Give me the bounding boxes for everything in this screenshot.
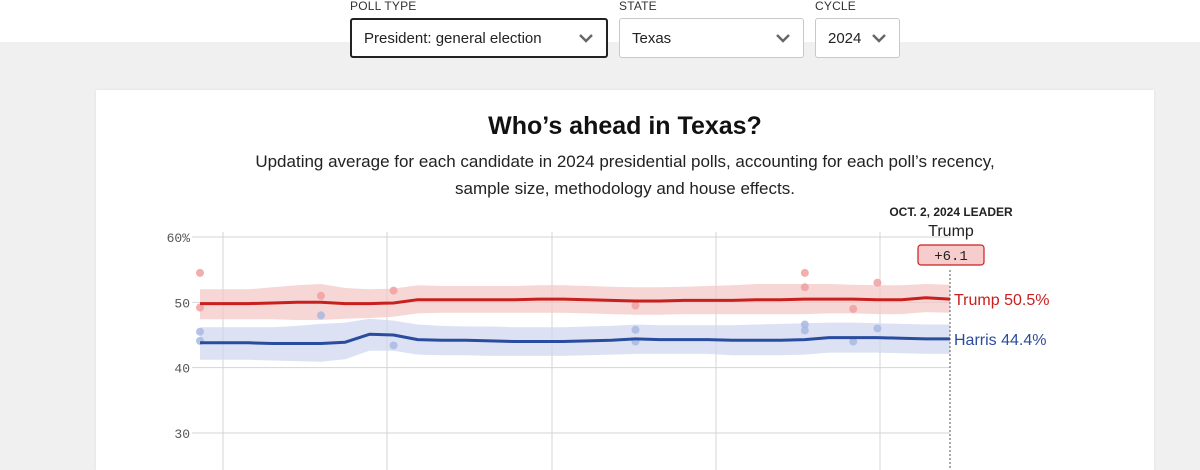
trump-poll-point bbox=[631, 301, 640, 310]
trump-poll-point bbox=[849, 304, 858, 313]
chart-subtitle: Updating average for each candidate in 2… bbox=[255, 152, 995, 198]
poll-type-value: President: general election bbox=[364, 29, 542, 47]
harris-poll-point bbox=[849, 337, 858, 346]
state-value: Texas bbox=[632, 29, 672, 47]
harris-poll-point bbox=[800, 320, 809, 329]
leader-date-label: OCT. 2, 2024 LEADER bbox=[889, 205, 1013, 219]
chevron-down-icon bbox=[579, 34, 593, 43]
harris-poll-point bbox=[196, 327, 204, 336]
y-tick-label: 50 bbox=[174, 296, 190, 311]
trump-poll-point bbox=[316, 291, 325, 300]
trump-poll-point bbox=[800, 268, 809, 277]
leader-name: Trump bbox=[928, 223, 974, 240]
trump-poll-point bbox=[389, 286, 398, 295]
poll-type-label: POLL TYPE bbox=[350, 0, 417, 13]
cycle-select[interactable]: 2024 bbox=[815, 18, 900, 58]
polling-average-card: Who’s ahead in Texas? Updating average f… bbox=[96, 90, 1154, 470]
y-tick-label: 30 bbox=[174, 427, 190, 442]
trump-poll-point bbox=[196, 268, 204, 277]
harris-poll-point bbox=[631, 325, 640, 334]
y-tick-label: 60% bbox=[167, 231, 191, 246]
chevron-down-icon bbox=[776, 34, 790, 43]
trump-uncertainty-band bbox=[200, 284, 950, 320]
leader-margin-badge bbox=[917, 244, 985, 266]
trump-poll-point bbox=[873, 278, 882, 287]
harris-end-label: Harris 44.4% bbox=[954, 332, 1046, 349]
trump-poll-point bbox=[196, 303, 204, 312]
harris-poll-point bbox=[873, 324, 882, 333]
leader-margin-value: +6.1 bbox=[934, 249, 968, 265]
cycle-value: 2024 bbox=[828, 29, 862, 47]
trump-end-label: Trump 50.5% bbox=[954, 292, 1049, 309]
trump-average-line bbox=[200, 296, 951, 306]
chevron-down-icon bbox=[872, 34, 886, 43]
y-tick-label: 40 bbox=[174, 362, 190, 377]
harris-poll-point bbox=[389, 341, 398, 350]
polling-average-chart: 60% 50 40 30 Trump 50.5% Harris 44.4% OCT. 2, … bbox=[167, 205, 1049, 470]
cycle-label: CYCLE bbox=[815, 0, 857, 13]
trump-poll-point bbox=[800, 283, 809, 292]
state-label: STATE bbox=[619, 0, 657, 13]
harris-average-line bbox=[200, 332, 950, 345]
harris-poll-point bbox=[316, 311, 325, 320]
harris-poll-point bbox=[800, 326, 809, 335]
state-select[interactable]: Texas bbox=[619, 18, 804, 58]
chart-title: Who’s ahead in Texas? bbox=[488, 112, 762, 140]
poll-type-select[interactable]: President: general election bbox=[350, 18, 608, 58]
